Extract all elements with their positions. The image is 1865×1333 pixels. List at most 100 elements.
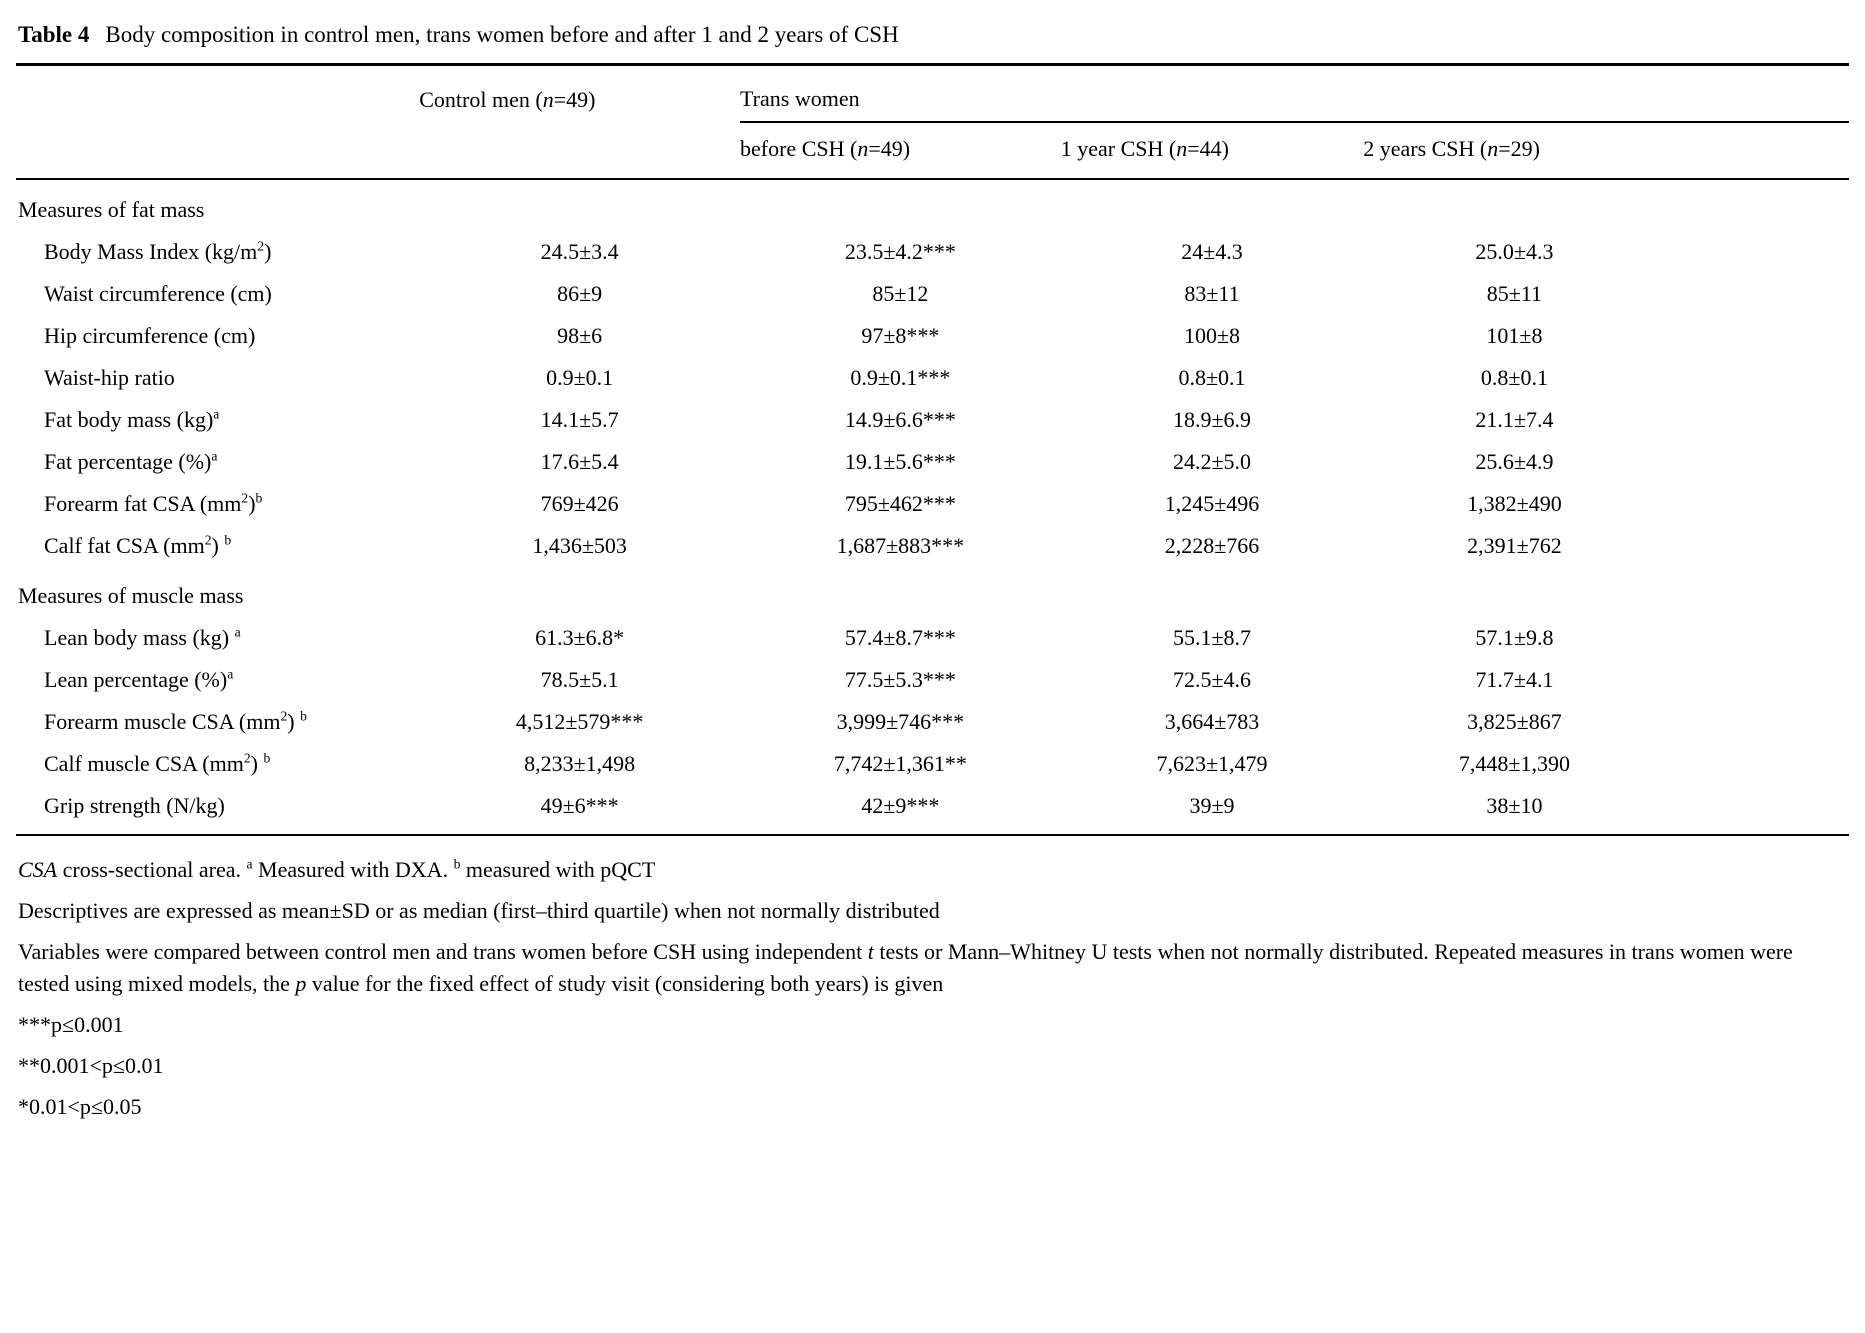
footnote: Variables were compared between control … (18, 939, 1793, 996)
table-title: Body composition in control men, trans w… (105, 22, 899, 47)
column-group-row: Control men (n=49) Trans women (16, 64, 1849, 123)
table-row: Grip strength (N/kg) 49±6*** 42±9*** 39±9 38… (16, 785, 1849, 835)
cell-value: 1,245±496 (1164, 491, 1260, 516)
cell-value: 1,436±503 (532, 533, 627, 558)
cell-value: 0.8±0.1 (1480, 365, 1548, 390)
header-empty-cell (419, 122, 741, 180)
cell-value: 18.9±6.9 (1172, 407, 1252, 432)
cell-value: 97±8*** (861, 323, 940, 348)
table-row: Hip circumference (cm) 98±6 97±8*** 100±8 10… (16, 315, 1849, 357)
spacer-cell (1666, 357, 1849, 399)
section-header: Measures of fat mass (18, 197, 205, 222)
row-label: Waist-hip ratio (44, 365, 175, 390)
header-empty-cell (1665, 122, 1849, 180)
column-header-2-years-csh: 2 years CSH (n=29) (1363, 122, 1666, 180)
cell-value: 57.1±9.8 (1475, 625, 1554, 650)
cell-value: 77.5±5.3*** (844, 667, 956, 692)
body-composition-table: Control men (n=49) Trans women before CS… (16, 63, 1849, 836)
cell-value: 25.0±4.3 (1475, 239, 1554, 264)
section-header-row: Measures of muscle mass (16, 567, 1849, 617)
cell-value: 795±462*** (844, 491, 956, 516)
row-label: Grip strength (N/kg) (44, 793, 225, 818)
cell-value: 72.5±4.6 (1172, 667, 1252, 692)
table-row: Fat percentage (%)a 17.6±5.4 19.1±5.6*** 24… (16, 441, 1849, 483)
table-row: Forearm muscle CSA (mm2) b 4,512±579*** 3,… (16, 701, 1849, 743)
row-label: Calf muscle CSA (mm2) b (44, 750, 271, 776)
cell-value: 19.1±5.6*** (844, 449, 956, 474)
spacer-cell (1666, 659, 1849, 701)
spacer-cell (1666, 525, 1849, 567)
table-row: Calf muscle CSA (mm2) b 8,233±1,498 7,742±… (16, 743, 1849, 785)
row-label: Fat body mass (kg)a (44, 406, 220, 432)
table-row: Body Mass Index (kg/m2) 24.5±3.4 23.5±4.2*… (16, 231, 1849, 273)
cell-value: 42±9*** (861, 793, 940, 818)
cell-value: 24.5±3.4 (540, 239, 619, 264)
row-label: Fat percentage (%)a (44, 448, 218, 474)
cell-value: 98±6 (557, 323, 603, 348)
column-group-label: Trans women (740, 86, 860, 111)
table-row: Waist-hip ratio 0.9±0.1 0.9±0.1*** 0.8±0.1 0… (16, 357, 1849, 399)
column-header-1-year-csh: 1 year CSH (n=44) (1060, 122, 1364, 180)
row-label: Forearm fat CSA (mm2)b (44, 490, 263, 516)
table-row: Waist circumference (cm) 86±9 85±12 83±11 85… (16, 273, 1849, 315)
cell-value: 38±10 (1486, 793, 1543, 818)
footnote: ***p≤0.001 (18, 1012, 124, 1037)
row-label: Forearm muscle CSA (mm2) b (44, 708, 307, 734)
row-label: Body Mass Index (kg/m2) (44, 238, 272, 264)
spacer-cell (1666, 617, 1849, 659)
row-label: Hip circumference (cm) (44, 323, 256, 348)
table-body: Measures of fat mass Body Mass Index (kg/… (16, 179, 1849, 835)
cell-value: 25.6±4.9 (1475, 449, 1554, 474)
cell-value: 3,664±783 (1164, 709, 1260, 734)
section-header: Measures of muscle mass (18, 583, 244, 608)
cell-value: 1,382±490 (1467, 491, 1562, 516)
cell-value: 3,825±867 (1467, 709, 1562, 734)
spacer-cell (1666, 785, 1849, 835)
cell-value: 0.8±0.1 (1178, 365, 1246, 390)
cell-value: 17.6±5.4 (540, 449, 619, 474)
cell-value: 7,742±1,361** (833, 751, 967, 776)
cell-value: 14.9±6.6*** (844, 407, 956, 432)
cell-value: 39±9 (1189, 793, 1235, 818)
cell-value: 85±11 (1486, 281, 1543, 306)
cell-value: 7,448±1,390 (1458, 751, 1570, 776)
footnote: Descriptives are expressed as mean±SD or… (18, 898, 940, 923)
section-header-row: Measures of fat mass (16, 179, 1849, 231)
cell-value: 57.4±8.7*** (844, 625, 956, 650)
header-empty-cell (16, 122, 420, 180)
spacer-cell (1666, 273, 1849, 315)
column-header-before-csh: before CSH (n=49) (740, 122, 1061, 180)
cell-value: 24.2±5.0 (1172, 449, 1252, 474)
table-row: Lean percentage (%)a 78.5±5.1 77.5±5.3*** 7… (16, 659, 1849, 701)
table-footnotes: CSA cross-sectional area. a Measured wit… (16, 854, 1849, 1123)
sub-column-row: before CSH (n=49) 1 year CSH (n=44) 2 ye… (16, 122, 1849, 180)
cell-value: 14.1±5.7 (540, 407, 619, 432)
cell-value: 21.1±7.4 (1475, 407, 1554, 432)
row-label: Lean body mass (kg) a (44, 624, 241, 650)
row-label: Calf fat CSA (mm2) b (44, 532, 232, 558)
footnote: CSA cross-sectional area. a Measured wit… (18, 856, 656, 882)
cell-value: 78.5±5.1 (540, 667, 619, 692)
spacer-cell (1666, 231, 1849, 273)
spacer-cell (1666, 399, 1849, 441)
cell-value: 85±12 (872, 281, 929, 306)
cell-value: 769±426 (540, 491, 619, 516)
footnote: **0.001<p≤0.01 (18, 1053, 164, 1078)
table-header: Control men (n=49) Trans women before CS… (16, 64, 1849, 180)
cell-value: 86±9 (557, 281, 603, 306)
table-row: Fat body mass (kg)a 14.1±5.7 14.9±6.6*** 18… (16, 399, 1849, 441)
table-row: Lean body mass (kg) a 61.3±6.8* 57.4±8.7**… (16, 617, 1849, 659)
table-number: Table 4 (18, 22, 90, 47)
cell-value: 100±8 (1183, 323, 1241, 348)
cell-value: 24±4.3 (1181, 239, 1243, 264)
cell-value: 83±11 (1184, 281, 1240, 306)
cell-value: 3,999±746*** (836, 709, 965, 734)
cell-value: 49±6*** (540, 793, 619, 818)
row-label: Waist circumference (cm) (44, 281, 272, 306)
spacer-cell (1666, 315, 1849, 357)
cell-value: 61.3±6.8* (535, 625, 625, 650)
table-row: Forearm fat CSA (mm2)b 769±426 795±462*** 1… (16, 483, 1849, 525)
spacer-cell (1666, 483, 1849, 525)
row-label: Lean percentage (%)a (44, 666, 234, 692)
